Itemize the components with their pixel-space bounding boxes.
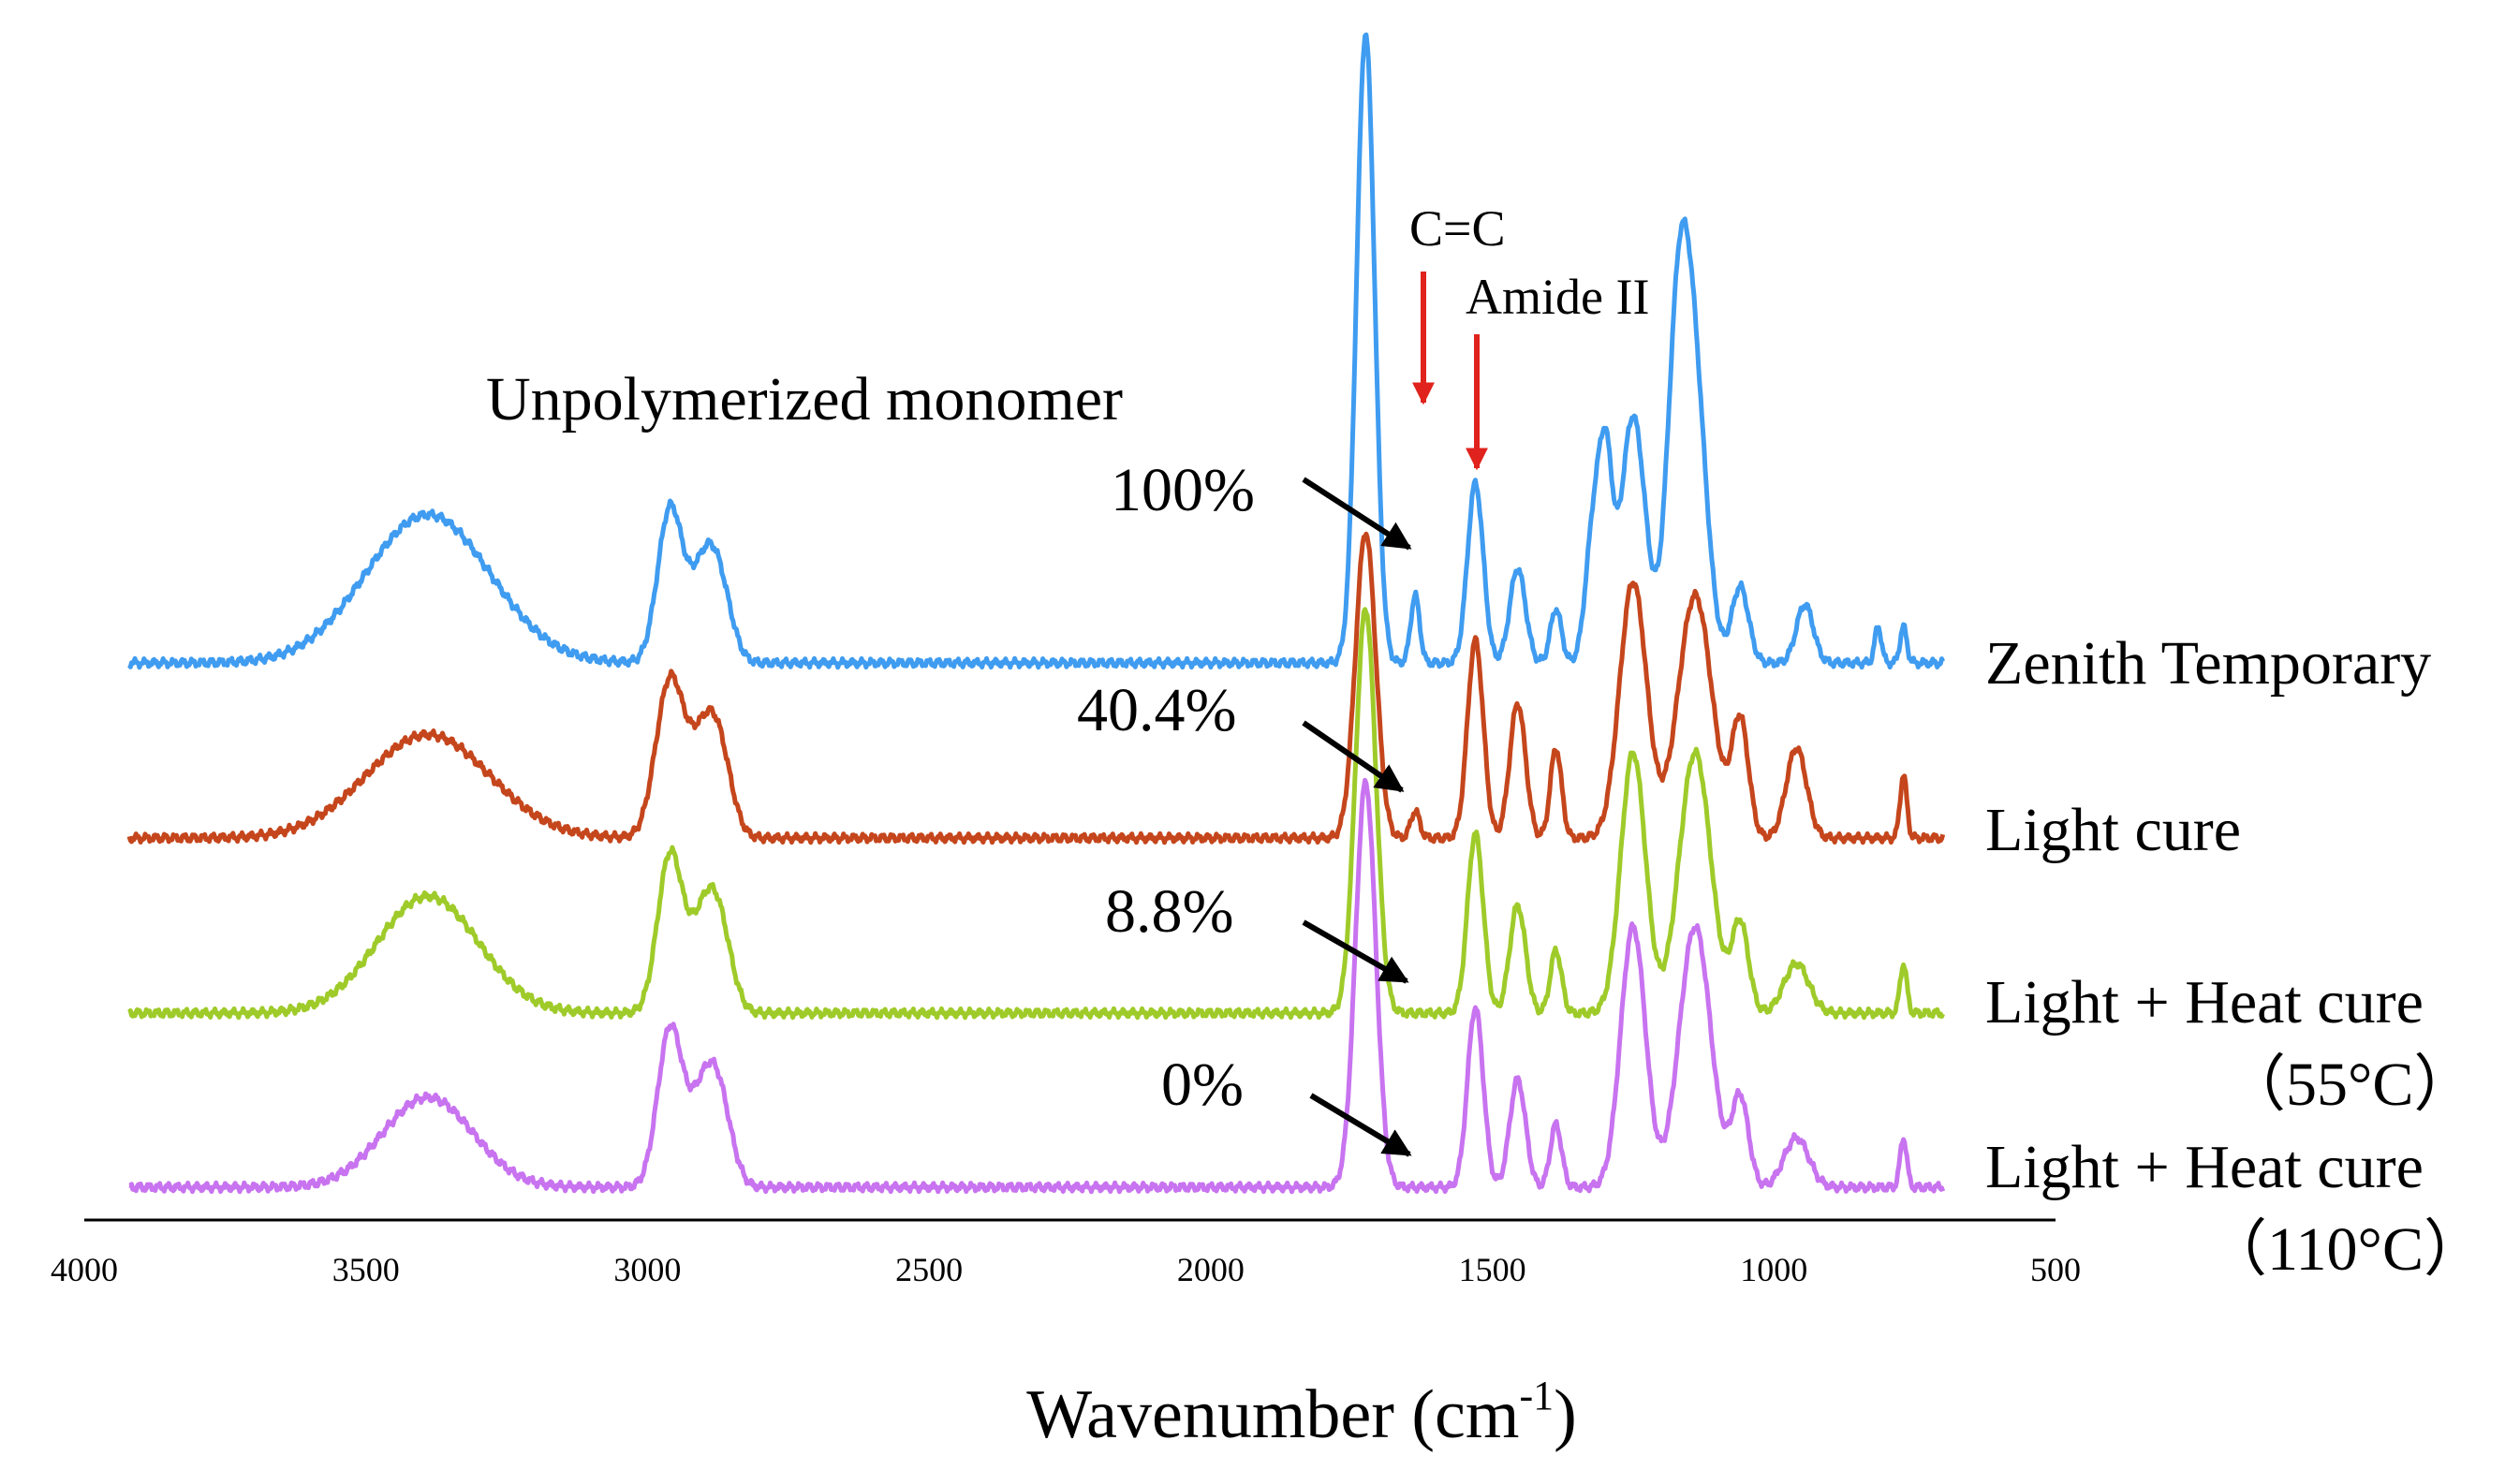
percent-label-light: 40.4% <box>1077 676 1236 744</box>
percent-label-zenith: 100% <box>1111 456 1255 524</box>
x-tick-label: 1500 <box>1459 1251 1526 1288</box>
x-tick-label: 4000 <box>51 1251 118 1288</box>
x-tick-labels: 4000 3500 3000 2500 2000 1500 1000 500 <box>51 1251 2081 1288</box>
unpolymerized-monomer-label: Unpolymerized monomer <box>486 365 1123 434</box>
x-tick-label: 2000 <box>1177 1251 1245 1288</box>
amide-label: Amide II <box>1466 269 1649 325</box>
x-axis-label-close: ) <box>1554 1376 1577 1453</box>
spectrum-line-heat110 <box>127 777 1946 1195</box>
arrow-zenith <box>1302 477 1412 551</box>
percent-label-heat110: 0% <box>1161 1051 1244 1119</box>
x-tick-label: 2500 <box>895 1251 963 1288</box>
series-label-heat110-temp: （110°C） <box>2205 1215 2485 1284</box>
series-label-heat55-temp: （55°C） <box>2224 1051 2475 1119</box>
x-axis-label-text: Wavenumber (cm <box>1026 1376 1519 1453</box>
series-label-heat110: Light + Heat cure <box>1985 1133 2424 1201</box>
percent-label-heat55: 8.8% <box>1105 877 1233 946</box>
spectra-group <box>126 32 1946 1195</box>
arrow-heat110 <box>1309 1093 1412 1157</box>
x-tick-label: 3500 <box>332 1251 400 1288</box>
x-axis-label-superscript: -1 <box>1519 1373 1554 1419</box>
x-tick-label: 500 <box>2030 1251 2081 1288</box>
x-tick-label: 1000 <box>1740 1251 1807 1288</box>
x-axis-label: Wavenumber (cm-1) <box>1026 1373 1577 1453</box>
arrow-light <box>1302 720 1405 793</box>
series-label-heat55: Light + Heat cure <box>1985 968 2424 1036</box>
x-tick-label: 3000 <box>613 1251 681 1288</box>
spectrum-line-heat55 <box>127 607 1945 1021</box>
series-label-zenith: Zenith Temporary <box>1985 629 2431 698</box>
series-label-light: Light cure <box>1985 796 2241 864</box>
arrow-heat55 <box>1302 919 1409 984</box>
spectrum-line-zenith <box>127 32 1945 670</box>
cc-label: C=C <box>1409 200 1506 257</box>
spectrum-line-light <box>126 531 1946 845</box>
